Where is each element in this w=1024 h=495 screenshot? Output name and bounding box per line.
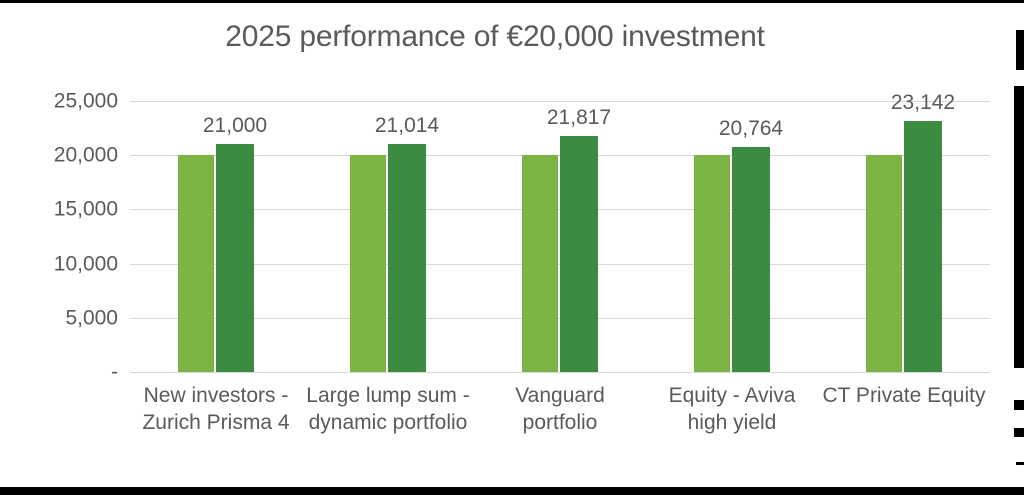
bar-result — [216, 144, 254, 372]
y-axis-tick-label: 5,000 — [65, 306, 118, 330]
bar-baseline — [522, 155, 558, 372]
bar-result — [732, 146, 770, 372]
slide-edge-mark-1 — [1014, 400, 1024, 410]
y-axis: 25,000 20,000 15,000 10,000 5,000 - — [0, 91, 118, 383]
bar-value-label: 21,000 — [202, 114, 268, 138]
bar-baseline — [866, 155, 902, 372]
bar-result — [560, 135, 598, 372]
slide-edge-top — [0, 0, 1024, 3]
x-axis-category-label: New investors - Zurich Prisma 4 — [142, 384, 290, 435]
x-axis: New investors - Zurich Prisma 4 Large lum… — [130, 382, 990, 482]
chart-title: 2025 performance of €20,000 investment — [225, 20, 765, 53]
x-axis-category-label: Equity - Aviva high yield — [668, 384, 796, 435]
bar-result — [388, 144, 426, 372]
y-axis-tick-label: 10,000 — [53, 252, 118, 276]
bar-baseline — [694, 155, 730, 372]
x-axis-category-label: Large lump sum - dynamic portfolio — [306, 384, 470, 435]
plot-area: 21,000 21,014 21,817 20,764 23,142 — [130, 92, 990, 373]
slide-edge-bottom — [0, 487, 1024, 495]
y-axis-tick-label: 20,000 — [53, 143, 118, 167]
bar-value-label: 21,817 — [546, 105, 612, 129]
x-axis-category-label: CT Private Equity — [822, 384, 986, 407]
x-axis-category-label: Vanguard portfolio — [515, 384, 605, 435]
gridline — [130, 372, 990, 373]
bar-value-label: 20,764 — [718, 116, 784, 140]
y-axis-tick-label: 25,000 — [53, 89, 118, 113]
bar-value-label: 23,142 — [890, 91, 956, 115]
bar-baseline — [350, 155, 386, 372]
y-axis-tick-label: 15,000 — [53, 197, 118, 221]
slide-edge-mark-2 — [1014, 428, 1024, 437]
bar-result — [904, 121, 942, 372]
slide-edge-right-upper — [1016, 30, 1024, 70]
slide-edge-right-main — [1014, 86, 1024, 368]
slide-edge-mark-3 — [1016, 462, 1024, 465]
bar-baseline — [178, 155, 214, 372]
gridline — [130, 101, 990, 102]
y-axis-tick-label: - — [111, 360, 118, 384]
bar-value-label: 21,014 — [374, 114, 440, 138]
